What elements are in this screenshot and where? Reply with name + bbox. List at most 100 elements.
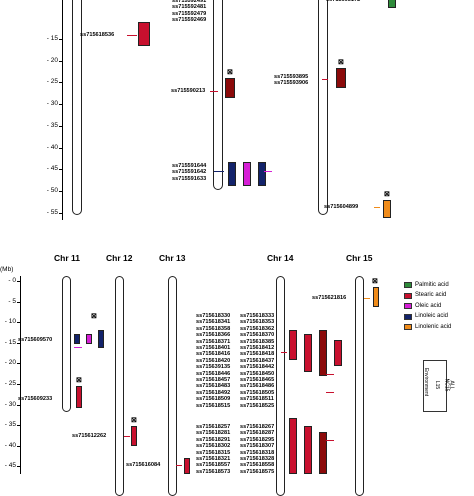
bottom-axis-tick-label: - 10 [4, 318, 16, 326]
qtl-chr11-a3 [98, 330, 104, 348]
qtl-chr11-a1 [74, 334, 80, 344]
snp-chr14-group1-right: ss715618333 ss715618353 ss715618362 ss71561… [240, 313, 274, 409]
snp-label-d: ss715591644 ss715591642 ss715591633 [172, 163, 207, 182]
snp-chr14-label: ss715618437 [240, 357, 275, 364]
snp-label-b: ss715590213 [171, 88, 206, 94]
env-mark-b: ⊠ [227, 69, 233, 76]
snp-chr14-label: ss715618412 [240, 345, 275, 352]
marker-line-c [322, 79, 328, 81]
legend-swatch [404, 313, 412, 320]
top-axis-tick-label: - 15 [46, 35, 58, 42]
env-mark-c: ⊠ [338, 59, 344, 66]
snp-chr14-label: ss715618505 [240, 389, 275, 396]
snp-label-top-right: ss715605172 [326, 0, 361, 3]
snp-chr14-label: ss715618492 [196, 389, 231, 396]
snp-chr14-label: ss715618573 [196, 468, 231, 475]
marker-chr14-1 [281, 352, 287, 354]
snp-chr14-label: ss715618509 [196, 396, 231, 403]
snp-chr14-label: ss715618358 [196, 325, 231, 332]
snp-chr13: ss715616084 [126, 462, 161, 468]
legend-label: Palmitic acid [415, 281, 449, 288]
snp-chr11-b: ss715609233 [18, 396, 53, 402]
snp-chr14-label: ss715618328 [240, 456, 275, 463]
legend-label: Linoleic acid [415, 313, 449, 319]
qtl-box-b [225, 78, 235, 98]
top-axis-tick-mark [59, 212, 63, 214]
top-axis-tick-mark [59, 104, 63, 106]
marker-chr12 [124, 436, 130, 438]
bottom-axis-tick-label: - 30 [4, 400, 16, 408]
snp-label-c: ss715593895 ss715593906 [274, 74, 309, 87]
chromosome-13 [168, 276, 177, 496]
snp-chr12: ss715612262 [72, 433, 107, 439]
bottom-axis-tick-label: - 45 [4, 462, 16, 470]
legend-label: Linolenic acid [415, 323, 452, 330]
snp-label-e: ss715604899 [324, 204, 359, 210]
qtl-box-d1 [228, 162, 236, 186]
top-axis-tick-mark [59, 190, 63, 192]
snp-chr14-label: ss715618267 [240, 424, 275, 430]
legend-swatch [404, 282, 412, 288]
qtl-chr11-a2 [86, 334, 92, 344]
legend-label: Stearic acid [415, 292, 447, 298]
snp-chr14-label: ss715618385 [240, 338, 275, 345]
snp-chr14-label: ss715618575 [240, 468, 275, 475]
qtl-box-c [336, 68, 346, 88]
top-chromosome-3 [318, 0, 328, 215]
bottom-axis-tick-mark [17, 342, 21, 344]
bottom-axis-tick-label: - 35 [4, 421, 16, 429]
marker-line-a [127, 35, 137, 37]
env-key: Environment [423, 360, 447, 412]
bottom-y-axis [20, 276, 21, 474]
bottom-axis-tick-mark [17, 425, 21, 427]
qtl-chr13 [184, 458, 190, 474]
snp-chr14-label: ss715618511 [240, 396, 274, 403]
qtl-box-d3 [258, 162, 266, 186]
marker-line-d [214, 171, 224, 173]
chr-label-13: Chr 13 [159, 253, 186, 263]
top-axis-tick-mark [59, 147, 63, 149]
env-chr12: ⊠ [131, 417, 137, 424]
top-axis-tick-label: - 45 [46, 165, 58, 173]
snp-chr14-label: ss715618333 [240, 313, 275, 319]
chr-label-14: Chr 14 [267, 253, 294, 263]
chromosome-15 [355, 276, 364, 496]
snp-chr14-label: ss715618420 [196, 357, 231, 364]
qtl-chr15 [373, 287, 379, 307]
legend-swatch [404, 292, 412, 299]
env-key-header: Environment [423, 367, 430, 397]
qtl-chr14-1 [289, 330, 297, 360]
bottom-axis-tick-mark [17, 363, 21, 365]
legend-label: Oleic acid [415, 302, 442, 309]
bottom-axis-tick-label: - 0 [8, 277, 16, 284]
top-axis-tick-label: - 30 [46, 100, 58, 108]
snp-chr14-group2-right: ss715618267 ss715618287 ss715618295 ss71561… [240, 424, 274, 475]
snp-chr11-a: ss715609570 [18, 337, 53, 343]
bottom-axis-tick-mark [17, 445, 21, 447]
snp-label-a: ss715618536 [80, 32, 115, 38]
qtl-chr14-3 [319, 330, 327, 376]
marker-chr14-4 [326, 440, 334, 442]
snp-chr15: ss715621816 [312, 295, 347, 301]
env-chr11-b: ⊠ [76, 377, 82, 384]
top-chromosome-1 [72, 0, 82, 215]
qtl-box-e [383, 200, 391, 218]
qtl-chr14-2 [304, 334, 312, 372]
bottom-axis-unit: (Mb) [0, 266, 14, 273]
top-axis-tick-label: - 50 [46, 186, 58, 194]
bottom-axis-tick-mark [17, 301, 21, 303]
chromosome-14 [276, 276, 285, 496]
snp-chr14-label: ss715618295 [240, 436, 275, 443]
snp-chr14-label: ss715618281 [196, 430, 231, 437]
marker-chr15 [364, 298, 370, 300]
snp-chr14-label: ss715618446 [196, 370, 231, 377]
top-axis-tick-label: - 25 [46, 78, 58, 86]
snp-chr14-label: ss715618291 [196, 436, 231, 443]
chr-label-15: Chr 15 [346, 253, 373, 263]
snp-chr14-label: ss715618318 [240, 449, 275, 456]
marker-line-e [374, 207, 380, 209]
snp-chr14-label: ss715618450 [240, 370, 275, 377]
top-axis-tick-mark [59, 169, 63, 171]
snp-chr14-label: ss715618341 [196, 319, 231, 326]
bottom-axis-tick-mark [17, 281, 21, 282]
